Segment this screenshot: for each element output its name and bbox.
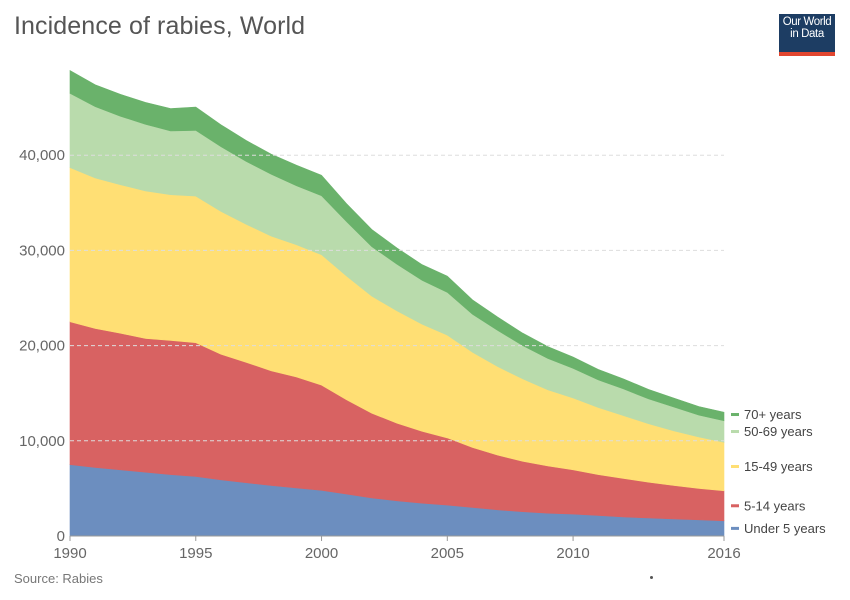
x-tick-label: 2010 — [556, 545, 589, 562]
x-tick-label: 2016 — [707, 545, 740, 562]
x-tick-label: 2005 — [431, 545, 464, 562]
y-tick-label: 10,000 — [19, 433, 65, 450]
legend-item[interactable]: 5-14 years — [731, 498, 806, 513]
x-tick-label: 1990 — [53, 545, 86, 562]
y-tick-label: 20,000 — [19, 338, 65, 355]
x-tick-label: 2000 — [305, 545, 338, 562]
legend-label: 5-14 years — [744, 498, 806, 513]
y-tick-label: 40,000 — [19, 147, 65, 164]
x-tick-label: 1995 — [179, 545, 212, 562]
logo-line-1: Our World — [782, 16, 832, 28]
dot-marker — [650, 576, 653, 579]
logo-line-2: in Data — [790, 28, 824, 40]
owid-logo[interactable]: Our World in Data — [779, 14, 835, 56]
y-tick-label: 0 — [57, 528, 65, 545]
y-tick-label: 30,000 — [19, 242, 65, 259]
legend-item[interactable]: 15-49 years — [731, 459, 813, 474]
legend-item[interactable]: 70+ years — [731, 407, 802, 422]
legend-item[interactable]: Under 5 years — [731, 521, 826, 536]
legend-item[interactable]: 50-69 years — [731, 424, 813, 439]
legend-label: 70+ years — [744, 407, 802, 422]
chart-title: Incidence of rabies, World — [14, 12, 306, 40]
legend-label: 15-49 years — [744, 459, 813, 474]
series-area-4[interactable] — [69, 69, 725, 422]
source-note[interactable]: Source: Rabies — [14, 571, 103, 586]
legend-label: 50-69 years — [744, 424, 813, 439]
legend-label: Under 5 years — [744, 521, 826, 536]
